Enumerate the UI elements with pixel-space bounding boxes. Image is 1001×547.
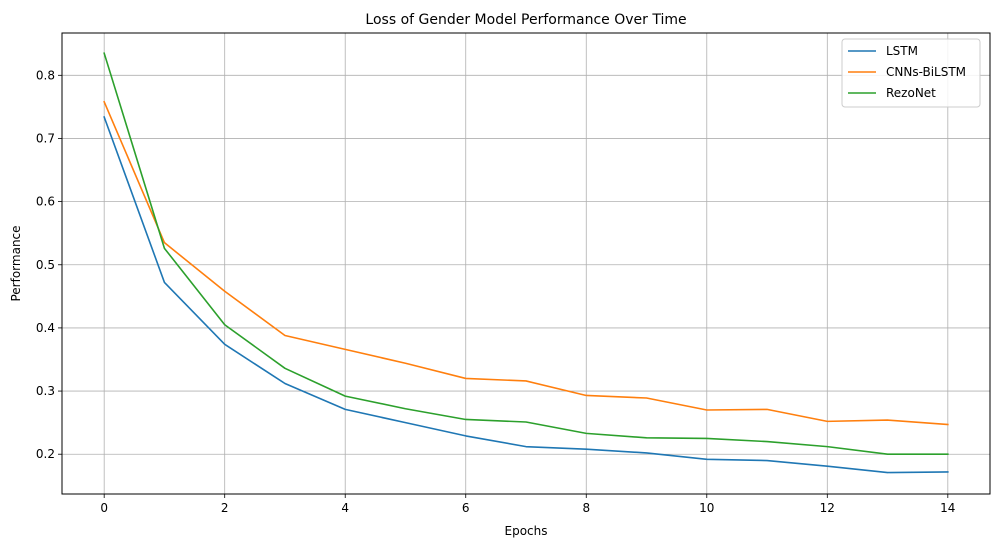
plot-frame: [61, 32, 991, 495]
y-axis-label: Performance: [9, 225, 23, 301]
series-line-rezonet: [103, 52, 949, 456]
y-tick-label: 0.3: [36, 384, 55, 398]
legend-label-lstm: LSTM: [886, 44, 918, 58]
x-axis-label: Epochs: [505, 524, 548, 538]
legend-box: [841, 38, 981, 108]
axis-ticks: 0 2 4 6 8 10 12 14 0.2 0.3 0.4 0.5 0.6 0.7 0.8: [36, 68, 956, 515]
x-tick-label: 6: [462, 501, 470, 515]
x-tick-label: 4: [341, 501, 349, 515]
series-line-lstm: [103, 115, 949, 474]
y-tick-label: 0.2: [36, 447, 55, 461]
chart-title: Loss of Gender Model Performance Over Ti…: [365, 12, 686, 28]
y-tick-label: 0.4: [36, 321, 55, 335]
y-tick-label: 0.7: [36, 131, 55, 145]
legend-label-cnns-bilstm: CNNs-BiLSTM: [886, 65, 966, 79]
x-tick-label: 2: [221, 501, 229, 515]
y-tick-label: 0.5: [36, 258, 55, 272]
y-tick-label: 0.6: [36, 195, 55, 209]
y-tick-label: 0.8: [36, 68, 55, 82]
legend: LSTM CNNs-BiLSTM RezoNet: [841, 38, 981, 108]
x-tick-label: 12: [820, 501, 835, 515]
x-tick-label: 0: [100, 501, 108, 515]
legend-label-rezonet: RezoNet: [886, 86, 936, 100]
x-tick-label: 10: [699, 501, 714, 515]
series-line-cnns-bilstm: [103, 100, 949, 426]
series-lines: [103, 52, 949, 474]
x-tick-label: 14: [940, 501, 955, 515]
x-tick-label: 8: [582, 501, 590, 515]
grid-lines: [62, 33, 990, 494]
